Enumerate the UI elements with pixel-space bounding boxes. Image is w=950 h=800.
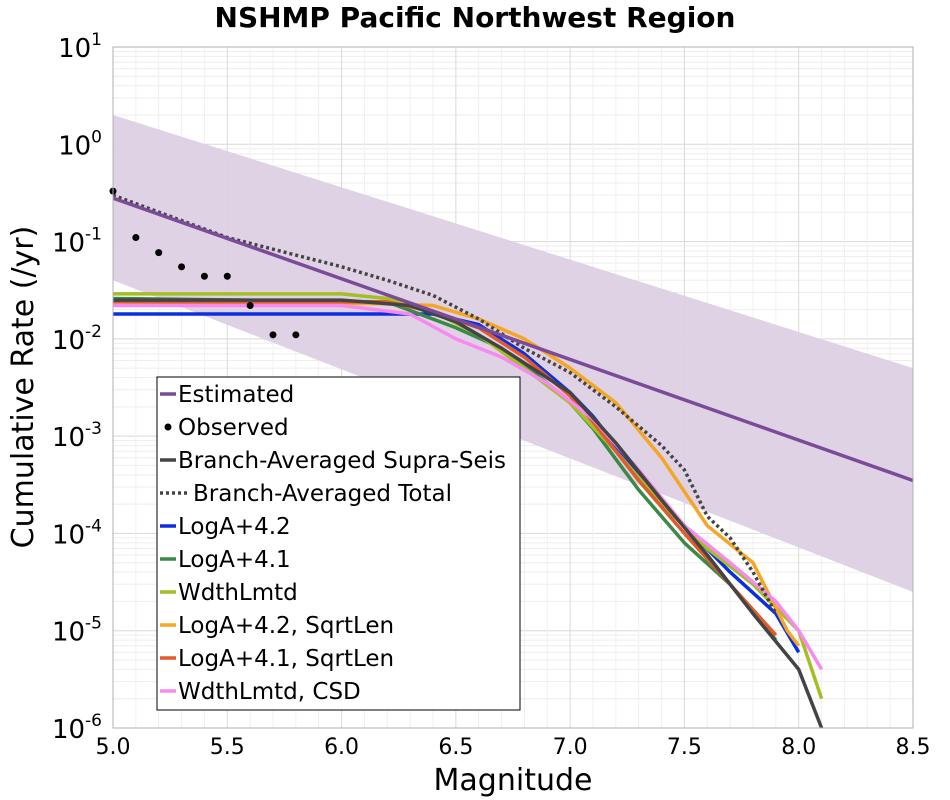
x-tick-label: 8.5: [896, 735, 931, 760]
estimated-uncertainty-band: [113, 114, 913, 593]
legend-label: WdthLmtd: [178, 580, 298, 606]
legend-item: Branch-Averaged Supra-Seis: [160, 448, 506, 474]
x-tick-label: 7.0: [553, 735, 588, 760]
estimated-band: [113, 114, 913, 593]
x-tick-label: 5.5: [210, 735, 245, 760]
chart-title: NSHMP Pacific Northwest Region: [215, 1, 736, 34]
legend-label: WdthLmtd, CSD: [178, 679, 361, 705]
legend-swatch: [164, 423, 172, 431]
legend-box: [156, 376, 521, 711]
legend-item: WdthLmtd, CSD: [160, 679, 361, 705]
legend-label: Branch-Averaged Total: [193, 481, 452, 507]
observed-point: [292, 331, 300, 339]
series-line-loga-4-2-sqrtlen: [112, 300, 801, 647]
x-tick-label: 8.0: [781, 735, 816, 760]
y-axis-label: Cumulative Rate (/yr): [6, 226, 41, 549]
y-tick-label: 10-4: [52, 516, 102, 550]
observed-point: [269, 331, 277, 339]
legend-label: Observed: [178, 415, 289, 441]
observed-point: [132, 234, 140, 242]
x-tick-label: 7.5: [667, 735, 702, 760]
legend-item: LogA+4.1, SqrtLen: [160, 646, 394, 672]
y-tick-label: 10-5: [52, 614, 102, 648]
legend-label: Branch-Averaged Supra-Seis: [178, 448, 506, 474]
observed-point: [178, 263, 186, 271]
observed-point: [246, 302, 254, 310]
legend-label: LogA+4.2: [178, 514, 291, 540]
y-tick-label: 10-6: [52, 711, 102, 745]
y-tick-label: 10-1: [52, 225, 102, 259]
legend: Estimated Observed Branch-Averaged Supra-S…: [156, 376, 521, 711]
plot-frame: [112, 46, 914, 729]
legend-item: Branch-Averaged Total: [160, 481, 452, 507]
y-tick-label: 100: [58, 127, 102, 161]
y-tick-label: 10-3: [52, 419, 102, 453]
x-tick-label: 6.0: [324, 735, 359, 760]
legend-label: LogA+4.1, SqrtLen: [178, 646, 394, 672]
legend-label: LogA+4.2, SqrtLen: [178, 613, 394, 639]
x-tick-label: 6.5: [438, 735, 473, 760]
series-line-branch-averaged-total: [112, 193, 778, 615]
legend-item: Estimated: [160, 382, 294, 408]
legend-item: LogA+4.2: [160, 514, 291, 540]
series-line-branch-averaged-supra-seis: [113, 298, 824, 729]
y-tick-label: 101: [58, 30, 102, 64]
legend-label: Estimated: [178, 382, 294, 408]
x-tick-labels: 5.0 5.5 6.0 6.5 7.0 7.5 8.0 8.5: [96, 735, 931, 760]
legend-label: LogA+4.1: [178, 547, 291, 573]
legend-item: WdthLmtd: [160, 580, 298, 606]
y-tick-labels: 101 100 10-1 10-2 10-3 10-4 10-5 10-6: [52, 30, 102, 745]
legend-item: LogA+4.2, SqrtLen: [160, 613, 394, 639]
observed-point: [223, 272, 231, 280]
x-tick-label: 5.0: [96, 735, 131, 760]
series-lines: [112, 193, 914, 729]
series-line-estimated: [112, 196, 914, 483]
observed-point: [155, 249, 163, 257]
observed-point: [200, 272, 208, 280]
legend-item: LogA+4.1: [160, 547, 291, 573]
y-tick-label: 10-2: [52, 322, 102, 356]
legend-item: Observed: [164, 415, 289, 441]
x-axis-label: Magnitude: [434, 763, 593, 798]
